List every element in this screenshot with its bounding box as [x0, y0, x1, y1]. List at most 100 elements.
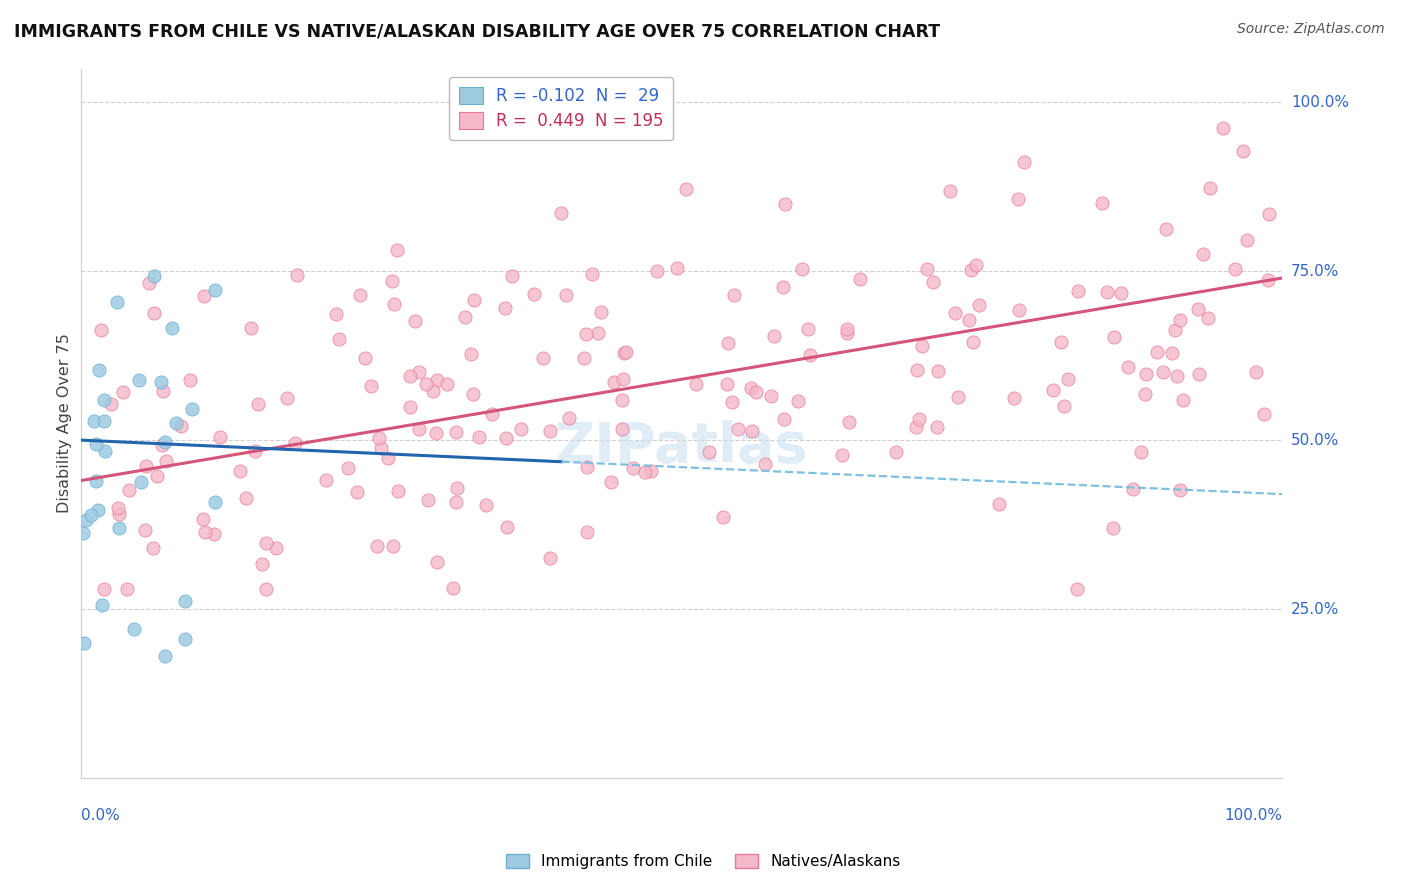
- Text: Source: ZipAtlas.com: Source: ZipAtlas.com: [1237, 22, 1385, 37]
- Point: [799, 348, 821, 362]
- Legend: R = -0.102  N =  29, R =  0.449  N = 195: R = -0.102 N = 29, R = 0.449 N = 195: [450, 77, 673, 140]
- Point: [965, 258, 987, 272]
- Point: [835, 326, 858, 340]
- Point: [957, 312, 980, 326]
- Point: [444, 494, 467, 508]
- Point: [90, 323, 112, 337]
- Point: [939, 184, 962, 198]
- Point: [416, 492, 439, 507]
- Point: [1067, 284, 1090, 298]
- Point: [905, 420, 928, 434]
- Point: [150, 438, 173, 452]
- Point: [943, 305, 966, 319]
- Point: [922, 275, 945, 289]
- Point: [377, 451, 399, 466]
- Point: [1232, 145, 1254, 159]
- Point: [475, 498, 498, 512]
- Point: [368, 431, 391, 445]
- Point: [575, 326, 598, 341]
- Point: [792, 262, 814, 277]
- Point: [229, 464, 252, 478]
- Point: [204, 283, 226, 297]
- Point: [382, 539, 405, 553]
- Point: [610, 393, 633, 408]
- Point: [1187, 301, 1209, 316]
- Point: [208, 430, 231, 444]
- Point: [256, 582, 278, 596]
- Point: [645, 264, 668, 278]
- Point: [1130, 445, 1153, 459]
- Text: 100.0%: 100.0%: [1291, 95, 1348, 110]
- Point: [93, 393, 115, 408]
- Point: [87, 502, 110, 516]
- Point: [612, 422, 634, 436]
- Point: [1146, 345, 1168, 359]
- Point: [581, 267, 603, 281]
- Point: [1197, 310, 1219, 325]
- Point: [603, 375, 626, 389]
- Point: [84, 475, 107, 489]
- Point: [1091, 195, 1114, 210]
- Point: [460, 346, 482, 360]
- Point: [328, 332, 350, 346]
- Point: [786, 394, 808, 409]
- Point: [495, 519, 517, 533]
- Text: IMMIGRANTS FROM CHILE VS NATIVE/ALASKAN DISABILITY AGE OVER 75 CORRELATION CHART: IMMIGRANTS FROM CHILE VS NATIVE/ALASKAN …: [14, 22, 941, 40]
- Point: [441, 581, 464, 595]
- Point: [436, 377, 458, 392]
- Point: [1188, 368, 1211, 382]
- Point: [73, 636, 96, 650]
- Point: [202, 527, 225, 541]
- Point: [93, 443, 115, 458]
- Point: [494, 301, 516, 315]
- Point: [717, 335, 740, 350]
- Point: [366, 539, 388, 553]
- Point: [1049, 334, 1071, 349]
- Point: [1056, 372, 1078, 386]
- Point: [1042, 383, 1064, 397]
- Point: [665, 260, 688, 275]
- Point: [773, 412, 796, 426]
- Point: [586, 326, 609, 340]
- Point: [129, 475, 152, 490]
- Point: [1225, 262, 1247, 277]
- Point: [621, 461, 644, 475]
- Point: [107, 521, 129, 535]
- Point: [174, 632, 197, 646]
- Point: [117, 582, 139, 596]
- Point: [831, 448, 853, 462]
- Point: [408, 366, 430, 380]
- Point: [685, 376, 707, 391]
- Point: [118, 483, 141, 498]
- Point: [93, 582, 115, 596]
- Point: [614, 345, 637, 359]
- Point: [538, 550, 561, 565]
- Point: [1053, 399, 1076, 413]
- Point: [266, 541, 288, 555]
- Point: [612, 372, 634, 386]
- Point: [284, 435, 307, 450]
- Text: 25.0%: 25.0%: [1291, 601, 1339, 616]
- Point: [575, 525, 598, 540]
- Point: [408, 422, 430, 436]
- Point: [849, 272, 872, 286]
- Point: [1212, 121, 1234, 136]
- Point: [1133, 387, 1156, 401]
- Point: [554, 288, 576, 302]
- Point: [100, 397, 122, 411]
- Point: [613, 346, 636, 360]
- Point: [128, 373, 150, 387]
- Point: [1168, 313, 1191, 327]
- Point: [193, 512, 215, 526]
- Point: [1012, 155, 1035, 169]
- Point: [399, 369, 422, 384]
- Text: ZIPatlas: ZIPatlas: [555, 420, 808, 474]
- Point: [346, 484, 368, 499]
- Point: [510, 421, 533, 435]
- Point: [775, 196, 797, 211]
- Point: [557, 411, 579, 425]
- Point: [762, 328, 785, 343]
- Point: [179, 373, 201, 387]
- Point: [907, 412, 929, 426]
- Point: [962, 334, 984, 349]
